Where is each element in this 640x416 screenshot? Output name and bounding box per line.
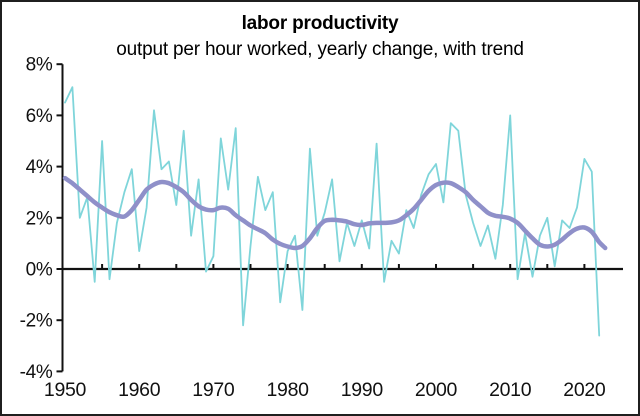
x-tick-label: 1970: [192, 379, 235, 401]
y-tick-label: 4%: [26, 157, 53, 178]
x-tick-label: 1980: [267, 379, 310, 401]
y-tick-label: -2%: [20, 311, 53, 332]
x-tick-label: 1990: [341, 379, 384, 401]
x-tick-label: 2010: [489, 379, 532, 401]
y-tick-label: 0%: [26, 260, 53, 281]
x-tick-label: 2000: [415, 379, 458, 401]
chart-title: labor productivity: [241, 13, 399, 34]
y-tick-label: -4%: [20, 362, 53, 383]
x-tick-label: 1950: [44, 379, 87, 401]
chart-subtitle: output per hour worked, yearly change, w…: [116, 39, 524, 60]
y-tick-label: 2%: [26, 208, 53, 229]
y-tick-label: 6%: [26, 106, 53, 127]
x-tick-label: 2020: [563, 379, 606, 401]
y-tick-label: 8%: [26, 55, 53, 76]
series-line-yearly-change: [64, 86, 601, 337]
x-tick-label: 1960: [118, 379, 161, 401]
series-line-trend: [62, 175, 608, 251]
